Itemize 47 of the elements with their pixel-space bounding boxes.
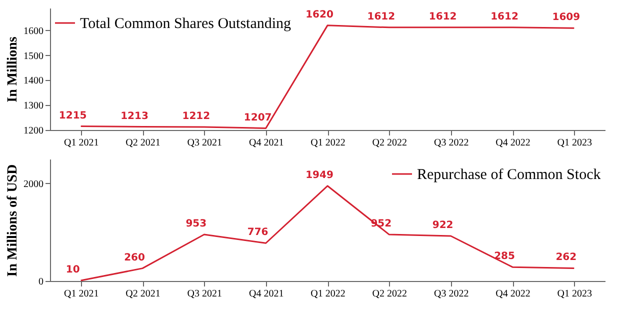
data-label: 776: [247, 227, 268, 238]
y-tick-label: 2000: [24, 178, 44, 190]
y-tick-label: 1300: [24, 100, 44, 112]
x-tick-label: Q4 2022: [496, 138, 530, 148]
data-label: 1215: [58, 110, 87, 122]
legend-label: Total Common Shares Outstanding: [80, 16, 292, 32]
y-tick-label: 1400: [24, 76, 44, 87]
y-tick-label: 0: [38, 276, 44, 288]
x-tick-label: Q3 2021: [187, 288, 222, 300]
x-tick-label: Q1 2023: [557, 138, 592, 148]
data-label: 1212: [182, 111, 210, 122]
data-label: 260: [124, 252, 145, 264]
x-tick-label: Q1 2022: [310, 288, 346, 300]
x-tick-label: Q4 2021: [248, 138, 284, 148]
y-tick-label: 1500: [24, 50, 44, 62]
data-label: 1609: [552, 12, 580, 24]
data-label: 10: [66, 264, 80, 276]
line-series: [80, 185, 575, 282]
x-tick-label: Q3 2021: [187, 138, 222, 148]
x-tick-label: Q1 2022: [310, 138, 346, 148]
x-tick-label: Q2 2021: [126, 288, 160, 300]
x-tick-label: Q1 2021: [64, 288, 99, 300]
x-tick-label: Q2 2021: [126, 138, 160, 148]
data-label: 1612: [428, 11, 457, 22]
data-label: 1620: [306, 9, 334, 20]
data-label: 1612: [367, 11, 396, 22]
data-label: 1612: [490, 11, 518, 22]
x-tick-label: Q2 2022: [372, 138, 408, 148]
x-tick-label: Q4 2021: [248, 288, 284, 300]
data-label: 922: [432, 220, 454, 232]
data-label: 1949: [306, 170, 334, 181]
data-label: 1207: [244, 112, 272, 124]
x-tick-label: Q3 2022: [434, 288, 469, 300]
x-tick-label: Q2 2022: [372, 288, 408, 300]
legend-label: Repurchase of Common Stock: [417, 167, 602, 183]
x-tick-label: Q1 2021: [64, 138, 99, 148]
data-label: 1213: [120, 110, 148, 122]
x-tick-label: Q4 2022: [496, 288, 530, 300]
x-tick-label: Q1 2023: [557, 288, 592, 300]
y-axis-title: In Millions: [6, 36, 20, 102]
data-label: 262: [556, 252, 577, 264]
x-tick-label: Q3 2022: [434, 138, 469, 148]
data-label: 285: [494, 251, 515, 262]
y-tick-label: 1600: [24, 26, 44, 37]
y-tick-label: 1200: [24, 126, 44, 136]
y-axis-title: In Millions of USD: [6, 164, 20, 277]
data-label: 953: [186, 218, 207, 230]
